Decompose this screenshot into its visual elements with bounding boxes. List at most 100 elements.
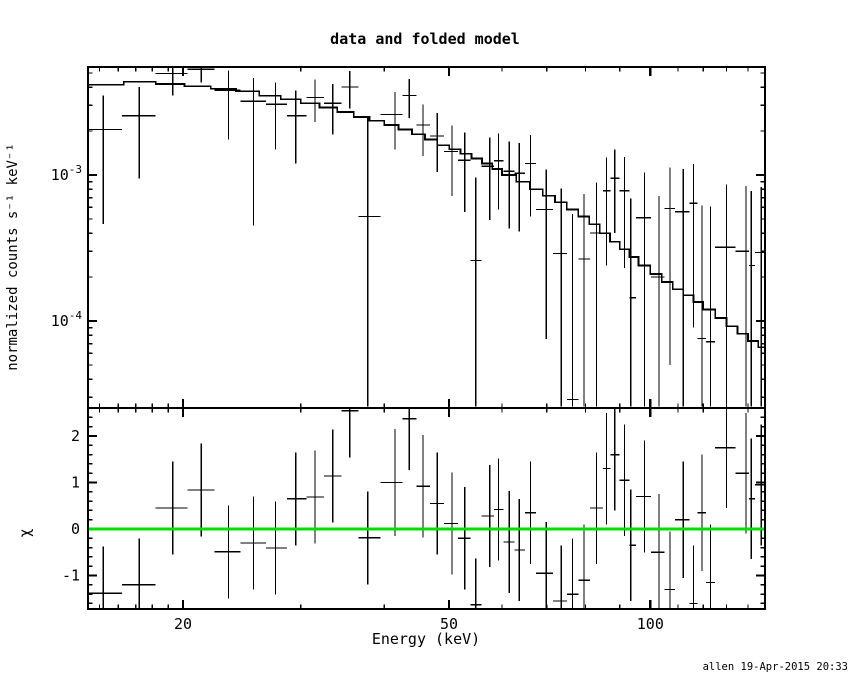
- residual-point: [286, 452, 307, 546]
- residual-point: [755, 424, 764, 546]
- data-point: [689, 163, 698, 328]
- residual-point: [535, 522, 553, 608]
- data-point: [416, 104, 430, 156]
- data-point: [214, 70, 241, 140]
- data-point: [323, 84, 342, 135]
- data-point: [552, 188, 567, 407]
- residual-point: [323, 429, 342, 523]
- chi-tick-label: 1: [71, 474, 80, 492]
- residual-point: [735, 412, 750, 534]
- data-point: [429, 113, 444, 172]
- residual-point: [380, 429, 403, 536]
- top-panel-frame: [87, 66, 766, 409]
- residual-point: [552, 545, 567, 608]
- panel-frames: [87, 66, 766, 610]
- residual-point: [341, 409, 359, 458]
- y-tick-label: 10-3: [51, 163, 82, 184]
- folded-model-line: [89, 80, 764, 349]
- residual-point: [749, 438, 756, 560]
- plot-title: data and folded model: [330, 30, 520, 48]
- residual-point: [651, 494, 665, 608]
- data-point: [89, 95, 122, 225]
- y-axis-label-counts: normalized counts s⁻¹ keV⁻¹: [5, 143, 21, 371]
- residual-point: [610, 409, 620, 511]
- residual-point: [589, 452, 603, 564]
- residual-point: [514, 498, 525, 602]
- data-point: [380, 92, 403, 150]
- data-point: [735, 186, 750, 407]
- data-point: [715, 184, 736, 407]
- data-point: [619, 156, 630, 269]
- residual-point: [715, 409, 736, 509]
- data-point: [240, 78, 266, 226]
- data-point: [755, 186, 764, 407]
- generated-plot-elements: 20 50 100 10-3 10-4 -1 0 1 2: [51, 66, 766, 633]
- data-point: [610, 149, 620, 234]
- residual-point: [566, 538, 579, 608]
- residual-point: [443, 472, 459, 575]
- data-point: [155, 68, 188, 96]
- data-point: [470, 177, 482, 407]
- data-point: [749, 190, 756, 407]
- residual-data-points: [89, 409, 764, 608]
- spectrum-data-points: [89, 68, 764, 407]
- residual-point: [155, 461, 188, 555]
- residual-point: [578, 524, 590, 608]
- data-point: [664, 167, 676, 365]
- residual-point: [265, 501, 287, 595]
- data-point: [481, 137, 495, 221]
- residual-point: [675, 461, 690, 578]
- x-tick-labels: 20 50 100: [174, 615, 664, 633]
- model-step-path: [89, 80, 764, 349]
- residual-point: [416, 435, 430, 538]
- x-tick-label: 20: [174, 615, 192, 633]
- data-point: [651, 195, 665, 407]
- x-tick-label: 50: [440, 615, 458, 633]
- data-point: [636, 172, 652, 407]
- residual-point: [481, 464, 495, 568]
- data-point: [358, 118, 381, 407]
- data-point: [629, 198, 637, 407]
- data-point: [535, 169, 553, 340]
- chi-tick-label: -1: [62, 567, 80, 585]
- residual-point: [664, 531, 676, 608]
- residual-point: [214, 505, 241, 599]
- x-axis-label: Energy (keV): [372, 630, 480, 648]
- chi-tick-label: 2: [71, 427, 80, 445]
- residual-point: [697, 454, 707, 571]
- data-point: [503, 141, 515, 229]
- x-tick-label: 100: [637, 615, 664, 633]
- timestamp: allen 19-Apr-2015 20:33: [703, 661, 848, 673]
- spectrum-y-tick-labels: 10-3 10-4: [51, 163, 83, 330]
- data-point: [675, 168, 690, 407]
- data-point: [566, 214, 579, 407]
- y-axis-label-chi: χ: [16, 528, 34, 537]
- residual-point: [402, 409, 417, 470]
- data-point: [187, 68, 215, 83]
- data-point: [514, 143, 525, 232]
- residual-point: [602, 412, 611, 525]
- data-point: [341, 71, 359, 109]
- residual-point: [458, 487, 471, 590]
- data-point: [402, 78, 417, 119]
- residual-point: [358, 491, 381, 585]
- chi-tick-label: 0: [71, 520, 80, 538]
- residual-point: [429, 452, 444, 555]
- data-point: [589, 182, 603, 407]
- residual-point: [89, 546, 122, 608]
- residual-point: [629, 489, 637, 602]
- residual-point: [470, 558, 482, 608]
- residual-point: [187, 443, 215, 537]
- data-point: [706, 206, 716, 407]
- y-tick-label: 10-4: [51, 309, 83, 330]
- residual-point: [524, 461, 536, 564]
- data-point: [286, 90, 307, 164]
- x-axis-ticks: [98, 67, 749, 609]
- data-point: [494, 133, 504, 210]
- residual-point: [636, 440, 652, 553]
- residual-point: [494, 458, 504, 561]
- residual-point: [240, 496, 266, 590]
- residual-point: [121, 538, 156, 608]
